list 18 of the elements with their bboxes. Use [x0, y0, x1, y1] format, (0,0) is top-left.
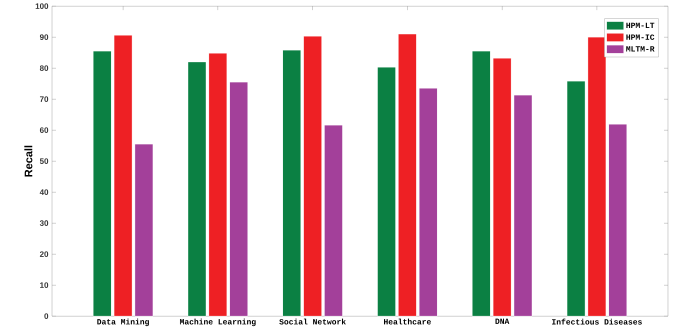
bar [282, 50, 301, 316]
bar [398, 34, 417, 316]
bar [377, 66, 396, 316]
bar [324, 124, 343, 316]
bar [303, 36, 322, 316]
bar [93, 50, 112, 316]
bar [229, 82, 248, 316]
bar [472, 50, 491, 316]
bar [188, 62, 206, 316]
bar [134, 144, 154, 316]
bar [608, 124, 627, 316]
bar [208, 52, 228, 316]
bar [492, 58, 512, 316]
bar [419, 88, 438, 316]
bar [566, 80, 586, 316]
bar [114, 34, 132, 316]
bar [514, 94, 532, 316]
y-axis-title: Recall [24, 146, 32, 176]
